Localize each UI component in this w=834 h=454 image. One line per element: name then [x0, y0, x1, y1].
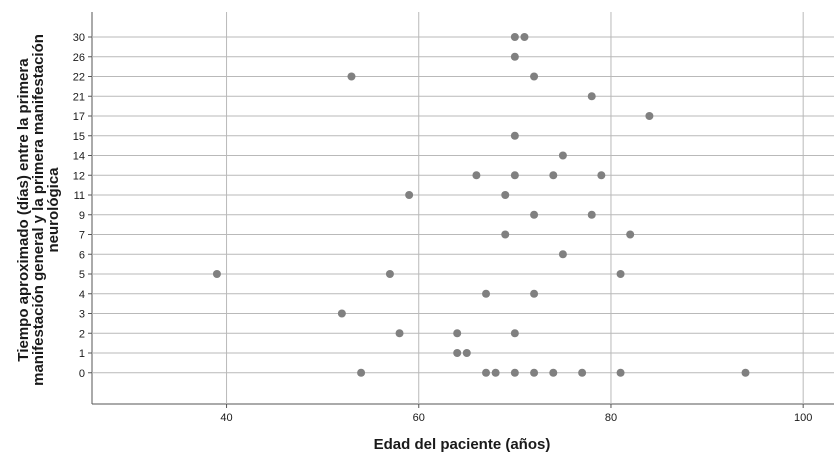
- data-point: [549, 171, 558, 180]
- data-point: [501, 191, 510, 199]
- data-point: [530, 289, 539, 298]
- data-point: [395, 329, 404, 338]
- y-tick-label: 26: [73, 52, 85, 64]
- x-tick-label: 60: [413, 412, 425, 424]
- data-point: [453, 349, 462, 357]
- data-point: [510, 368, 519, 377]
- y-tick-label: 21: [73, 91, 85, 103]
- data-point: [482, 368, 491, 377]
- data-point: [510, 33, 519, 41]
- data-point: [616, 270, 625, 278]
- data-point: [385, 270, 394, 278]
- data-point: [453, 329, 462, 338]
- data-point: [549, 368, 558, 377]
- data-point: [530, 368, 539, 377]
- x-tick-label: 80: [605, 412, 617, 424]
- data-point: [530, 72, 539, 81]
- data-point: [491, 368, 500, 377]
- y-tick-label: 0: [79, 368, 85, 380]
- y-tick-label: 11: [74, 190, 85, 202]
- data-point: [578, 368, 587, 377]
- y-tick-label: 15: [73, 131, 85, 143]
- data-point: [558, 151, 567, 160]
- data-point: [462, 349, 471, 357]
- x-tick-label: 40: [220, 412, 232, 424]
- data-point: [558, 250, 567, 259]
- data-point: [645, 112, 654, 120]
- data-point: [587, 92, 596, 101]
- data-point: [587, 210, 596, 219]
- x-axis-title: Edad del paciente (años): [374, 436, 551, 453]
- data-point: [530, 210, 539, 219]
- data-point: [597, 171, 606, 180]
- y-tick-label: 22: [73, 72, 85, 84]
- y-tick-label: 3: [79, 309, 85, 321]
- data-point: [472, 171, 481, 180]
- data-point: [510, 171, 519, 180]
- y-axis-title-line-3: neurológica: [45, 167, 62, 253]
- data-point: [510, 329, 519, 338]
- data-point: [520, 33, 529, 41]
- y-tick-label: 12: [73, 170, 85, 182]
- y-tick-label: 9: [79, 210, 85, 222]
- data-point: [510, 131, 519, 140]
- data-point: [510, 52, 519, 61]
- data-point: [501, 230, 510, 239]
- y-tick-label: 7: [79, 230, 85, 242]
- data-point: [482, 289, 491, 298]
- data-point: [405, 191, 414, 199]
- data-point: [337, 309, 346, 318]
- y-tick-label: 4: [79, 289, 85, 301]
- y-tick-label: 17: [73, 111, 85, 123]
- data-point: [212, 270, 221, 278]
- x-tick-label: 100: [794, 412, 812, 424]
- y-tick-label: 1: [79, 348, 85, 360]
- y-tick-label: 14: [73, 151, 85, 163]
- y-axis-title-line-2: manifestación general y la primera manif…: [30, 34, 47, 386]
- data-point: [357, 368, 366, 377]
- y-tick-label: 5: [79, 269, 85, 281]
- data-point: [626, 230, 635, 239]
- y-tick-label: 2: [79, 328, 85, 340]
- data-point: [347, 72, 356, 81]
- y-tick-label: 6: [79, 249, 85, 261]
- y-axis-title: Tiempo aproximado (días) entre la primer…: [15, 34, 62, 386]
- data-point: [616, 368, 625, 377]
- y-axis-title-line-1: Tiempo aproximado (días) entre la primer…: [15, 58, 32, 362]
- data-point: [741, 368, 750, 377]
- y-tick-label: 30: [73, 32, 85, 44]
